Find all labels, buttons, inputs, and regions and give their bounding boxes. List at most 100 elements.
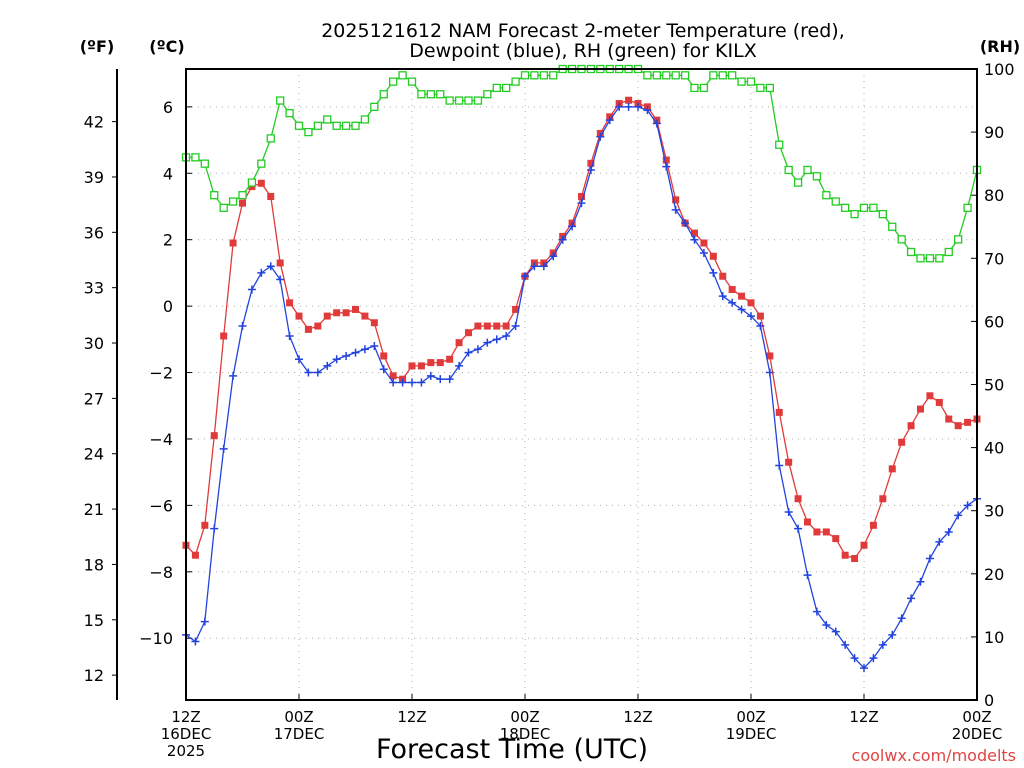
rh-point — [935, 254, 944, 263]
rh-unit-label: (RH) — [980, 37, 1020, 56]
temperature-point — [239, 199, 246, 207]
temperature-line — [185, 99, 978, 560]
rh-tick-label: 60 — [984, 312, 1004, 331]
x-tick-label: 18DEC — [500, 725, 551, 743]
c-tick-label: 4 — [163, 164, 173, 183]
dewpoint-point — [568, 222, 577, 231]
rh-point — [822, 191, 831, 200]
dewpoint-point — [888, 630, 897, 639]
dewpoint-point — [219, 444, 228, 453]
temperature-point — [333, 309, 341, 317]
dewpoint-point — [200, 617, 209, 626]
dewpoint-point — [831, 627, 840, 636]
celsius-axis: 6 4 2 0 −2 −4 −6 −8 −10 — [139, 98, 192, 648]
dewpoint-point — [436, 375, 445, 384]
dewpoint-point — [916, 577, 925, 586]
dewpoint-point — [408, 378, 416, 387]
temperature-point — [888, 465, 896, 473]
temperature-point — [625, 96, 633, 104]
rh-point — [210, 191, 219, 200]
dewpoint-point — [455, 361, 464, 370]
temperature-point — [276, 259, 284, 267]
dewpoint-point — [389, 378, 398, 387]
temperature-point — [935, 398, 943, 406]
f-tick-label: 15 — [84, 611, 104, 630]
rh-point — [417, 90, 426, 99]
rh-point — [426, 90, 435, 99]
rh-point — [492, 83, 501, 93]
x-tick-label: 00Z — [284, 708, 313, 726]
dewpoint-point — [860, 664, 868, 673]
rh-point — [765, 83, 774, 93]
dewpoint-point — [379, 365, 388, 374]
dewpoint-point — [549, 252, 558, 261]
temperature-point — [578, 193, 585, 201]
chart-title-line-1: 2025121612 NAM Forecast 2-meter Temperat… — [321, 20, 845, 42]
rh-point — [709, 71, 718, 80]
f-tick-label: 21 — [84, 500, 104, 519]
rh-point — [756, 83, 765, 93]
dewpoint-point — [850, 654, 859, 663]
rh-tick-label: 80 — [984, 186, 1004, 205]
dewpoint-point — [521, 272, 529, 281]
dewpoint-point — [191, 637, 200, 646]
c-tick-label: −4 — [149, 430, 173, 449]
fahrenheit-axis: 42 39 36 33 30 27 24 21 18 15 12 — [84, 113, 117, 685]
f-tick-label: 12 — [84, 666, 104, 685]
rh-tick-label: 10 — [984, 628, 1004, 647]
dewpoint-point — [351, 348, 360, 357]
x-tick-label: 17DEC — [274, 725, 325, 743]
dewpoint-point — [718, 292, 727, 301]
temperature-point — [926, 392, 934, 400]
temperature-point — [691, 229, 698, 237]
temperature-point — [408, 362, 416, 370]
rh-point — [925, 254, 935, 263]
rh-tick-label: 0 — [984, 691, 994, 710]
dewpoint-point — [907, 594, 916, 603]
temperature-point — [417, 362, 425, 370]
temperature-point — [370, 319, 378, 327]
temperature-point — [945, 415, 953, 423]
dewpoint-point — [247, 285, 256, 294]
temperature-point — [719, 272, 727, 280]
dewpoint-point — [370, 341, 379, 350]
credit-link[interactable]: coolwx.com/modelts — [852, 746, 1016, 765]
rh-point — [238, 191, 247, 200]
temperature-point — [201, 521, 209, 529]
dewpoint-point — [483, 338, 492, 347]
dewpoint-point — [737, 305, 746, 314]
temperature-point — [210, 432, 218, 440]
temperature-point — [917, 405, 924, 413]
rh-point — [906, 247, 916, 257]
dewpoint-point — [229, 371, 238, 380]
rh-point — [219, 203, 228, 212]
rh-point — [436, 90, 445, 99]
dewpoint-point — [304, 368, 313, 377]
temperature-point — [380, 352, 388, 360]
dewpoint-point — [596, 132, 605, 141]
dewpoint-point — [492, 335, 501, 344]
rh-line — [186, 68, 978, 259]
temperature-point — [512, 305, 520, 313]
rh-point — [859, 203, 869, 212]
c-tick-label: −2 — [149, 364, 173, 383]
temperature-point — [474, 322, 482, 330]
dewpoint-point — [473, 345, 482, 354]
temperature-point — [465, 329, 472, 337]
dewpoint-line — [185, 106, 978, 670]
dewpoint-point — [624, 102, 633, 111]
dewpoint-point — [605, 116, 614, 125]
dewpoint-point — [257, 268, 266, 277]
c-tick-label: 0 — [163, 297, 173, 316]
chart-title-line-2: Dewpoint (blue), RH (green) for KILX — [409, 40, 756, 62]
temperature-point — [389, 372, 397, 380]
dewpoint-point — [897, 614, 906, 623]
x-tick-label: 2025 — [167, 742, 205, 760]
dewpoint-point — [803, 571, 812, 580]
dewpoint-point — [426, 371, 435, 380]
dewpoint-point — [398, 378, 407, 387]
temperature-point — [775, 408, 783, 416]
rh-point — [351, 121, 360, 130]
dewpoint-point — [728, 298, 737, 307]
